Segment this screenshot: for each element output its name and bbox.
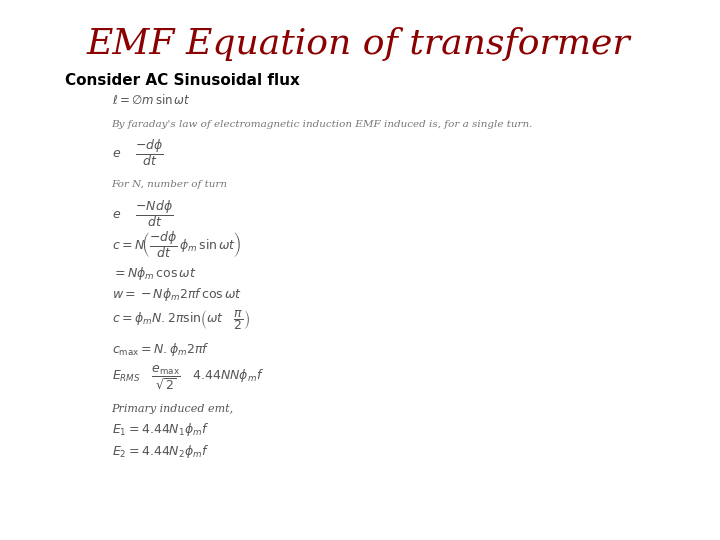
Text: $c_{\max} = N.\phi_m 2\pi f$: $c_{\max} = N.\phi_m 2\pi f$ xyxy=(112,341,210,358)
Text: $c = N\!\left(\dfrac{-d\phi}{dt}\,\phi_m\,\sin\omega t\right)$: $c = N\!\left(\dfrac{-d\phi}{dt}\,\phi_m… xyxy=(112,228,241,260)
Text: $E_{RMS} \quad \dfrac{e_{\max}}{\sqrt{2}} \quad 4.44NN\phi_m f$: $E_{RMS} \quad \dfrac{e_{\max}}{\sqrt{2}… xyxy=(112,364,264,392)
Text: By faraday's law of electromagnetic induction EMF induced is, for a single turn.: By faraday's law of electromagnetic indu… xyxy=(112,120,533,129)
Text: $w = -N\phi_m 2\pi f\,\cos\omega t$: $w = -N\phi_m 2\pi f\,\cos\omega t$ xyxy=(112,286,242,303)
Text: $e \quad\; \dfrac{-d\phi}{dt}$: $e \quad\; \dfrac{-d\phi}{dt}$ xyxy=(112,137,163,168)
Text: Consider AC Sinusoidal flux: Consider AC Sinusoidal flux xyxy=(65,73,300,88)
Text: EMF Equation of transformer: EMF Equation of transformer xyxy=(86,27,630,61)
Text: $E_2 = 4.44N_2\phi_m f$: $E_2 = 4.44N_2\phi_m f$ xyxy=(112,443,209,461)
Text: $= N\phi_m\,\cos\omega t$: $= N\phi_m\,\cos\omega t$ xyxy=(112,265,197,282)
Text: $c = \phi_m N.2\pi\sin\!\left(\omega t \quad \dfrac{\pi}{2}\right)$: $c = \phi_m N.2\pi\sin\!\left(\omega t \… xyxy=(112,308,250,332)
Text: $\ell=\varnothing m\,\sin\omega t$: $\ell=\varnothing m\,\sin\omega t$ xyxy=(112,93,190,107)
Text: Primary induced emt,: Primary induced emt, xyxy=(112,404,234,414)
Text: $E_1 = 4.44N_1\phi_m f$: $E_1 = 4.44N_1\phi_m f$ xyxy=(112,421,209,438)
Text: $e \quad\; \dfrac{-Nd\phi}{dt}$: $e \quad\; \dfrac{-Nd\phi}{dt}$ xyxy=(112,198,173,229)
Text: For N, number of turn: For N, number of turn xyxy=(112,180,228,189)
